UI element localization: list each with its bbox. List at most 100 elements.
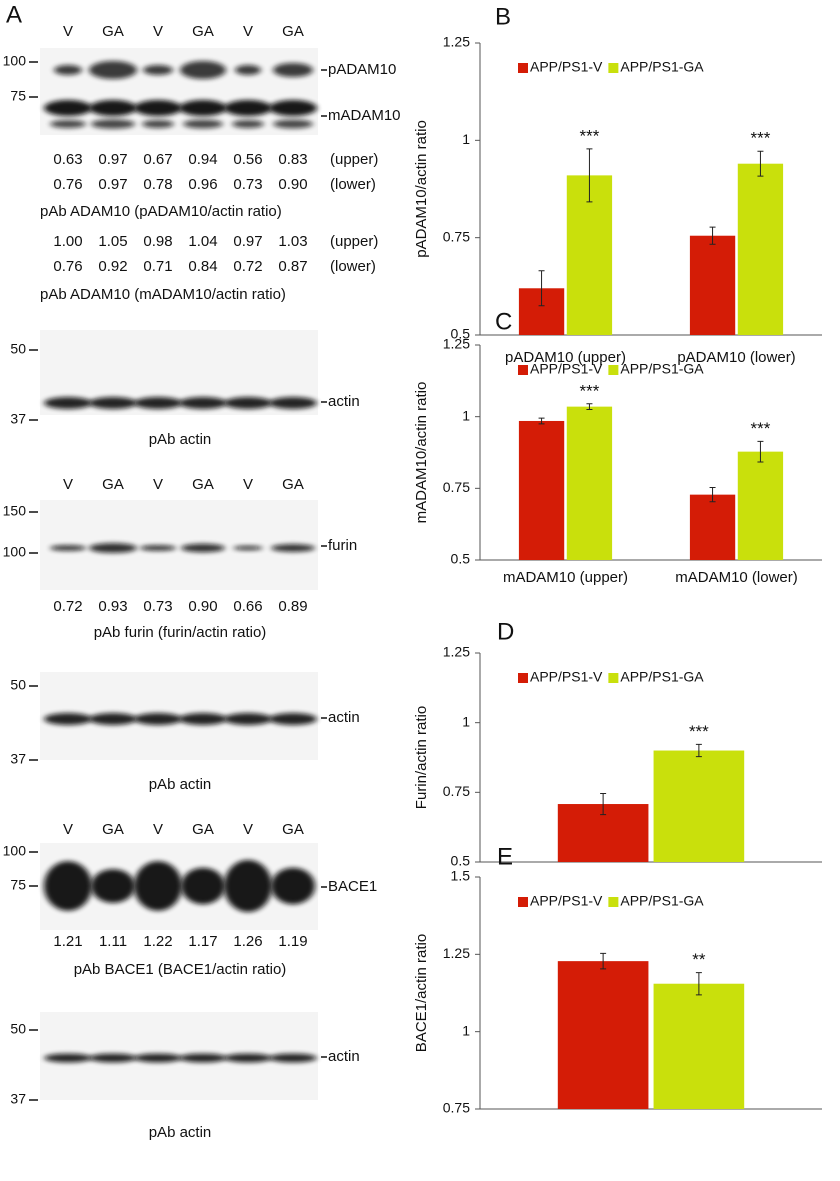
blot-band: [269, 397, 317, 409]
ratio-value: 0.97: [233, 233, 262, 250]
blot-band: [134, 100, 182, 116]
blot-band: [89, 713, 137, 725]
blot-band: [89, 397, 137, 409]
ratio-value: 1.22: [143, 933, 172, 950]
y-axis-title: Furin/actin ratio: [413, 706, 430, 809]
y-tick-label: 0.5: [451, 326, 471, 342]
blot-band: [89, 100, 137, 116]
bar: [518, 420, 565, 560]
bar: [557, 961, 649, 1109]
blot-band: [91, 119, 135, 129]
lane-label: V: [243, 23, 253, 40]
blot-band: [269, 1053, 317, 1063]
legend-label: APP/PS1-GA: [620, 361, 704, 377]
ratio-value: 0.90: [188, 598, 217, 615]
ratio-value: 0.89: [278, 598, 307, 615]
x-tick-label: pADAM10 (lower): [677, 349, 795, 366]
blot-band: [179, 100, 227, 116]
legend-swatch: [518, 63, 528, 73]
blot-band: [44, 713, 92, 725]
marker-label: 75: [10, 877, 26, 893]
y-tick-label: 0.75: [443, 228, 470, 244]
y-tick-label: 1.25: [443, 34, 470, 50]
lane-label: V: [63, 23, 73, 40]
error-bar: [709, 226, 716, 245]
ratio-value: 0.63: [53, 151, 82, 168]
ratio-value: 0.72: [53, 598, 82, 615]
panel-label: B: [495, 3, 511, 30]
x-tick-label: mADAM10 (lower): [675, 569, 798, 586]
blot-band: [44, 100, 92, 116]
ratio-value: 0.73: [143, 598, 172, 615]
ratio-value: 1.05: [98, 233, 127, 250]
legend-label: APP/PS1-V: [530, 669, 603, 685]
y-tick-label: 1: [462, 1022, 470, 1038]
blot-band: [273, 119, 313, 129]
error-bar: [695, 972, 702, 996]
marker-label: 37: [10, 1091, 26, 1107]
significance: ***: [580, 126, 600, 145]
blot-band: [89, 1053, 137, 1063]
lane-label: GA: [282, 23, 304, 40]
ratio-value: 0.71: [143, 258, 172, 275]
y-tick-label: 1: [462, 713, 470, 729]
blot-band: [44, 1053, 92, 1063]
blot-band: [142, 120, 174, 128]
lane-label: V: [63, 476, 73, 493]
y-tick-label: 0.5: [451, 853, 471, 869]
error-bar: [538, 417, 545, 425]
ratio-value: 0.94: [188, 151, 217, 168]
significance: **: [692, 950, 706, 969]
blot-band: [44, 397, 92, 409]
protein-label: BACE1: [328, 878, 377, 895]
y-tick-label: 1.25: [443, 336, 470, 352]
ratio-value: 1.19: [278, 933, 307, 950]
ratio-value: 1.11: [99, 933, 127, 950]
ratio-row-label: (lower): [330, 258, 376, 275]
lane-label: GA: [192, 821, 214, 838]
error-bar: [586, 148, 593, 203]
legend-label: APP/PS1-GA: [620, 59, 704, 75]
blot-band: [180, 61, 226, 79]
significance: ***: [751, 419, 771, 438]
y-axis-title: pADAM10/actin ratio: [413, 120, 430, 258]
ratio-value: 1.21: [53, 933, 82, 950]
significance: ***: [689, 722, 709, 741]
legend-label: APP/PS1-GA: [620, 893, 704, 909]
marker-label: 50: [10, 677, 26, 693]
blot-band: [89, 543, 137, 553]
ratio-value: 0.97: [98, 151, 127, 168]
marker-label: 37: [10, 411, 26, 427]
marker-label: 50: [10, 341, 26, 357]
panel-label: A: [6, 1, 22, 28]
marker-label: 50: [10, 1021, 26, 1037]
ratio-value: 0.90: [278, 176, 307, 193]
ratio-value: 0.92: [98, 258, 127, 275]
blot-band: [134, 861, 182, 911]
ratio-row-label: (upper): [330, 151, 378, 168]
y-tick-label: 1.5: [451, 868, 471, 884]
ratio-caption: pAb furin (furin/actin ratio): [94, 624, 267, 641]
legend-label: APP/PS1-V: [530, 361, 603, 377]
lane-label: GA: [192, 23, 214, 40]
ratio-value: 1.17: [188, 933, 217, 950]
blot-band: [181, 543, 225, 553]
error-bar: [538, 270, 545, 307]
y-tick-label: 1: [462, 131, 470, 147]
blot-background: [40, 48, 318, 135]
ratio-caption: pAb ADAM10 (pADAM10/actin ratio): [40, 203, 282, 220]
blot-band: [269, 713, 317, 725]
lane-label: V: [243, 476, 253, 493]
y-axis-title: mADAM10/actin ratio: [413, 382, 430, 524]
error-bar: [600, 952, 607, 970]
marker-label: 75: [10, 88, 26, 104]
legend-swatch: [608, 365, 619, 375]
error-bar: [600, 792, 607, 816]
ratio-value: 0.93: [98, 598, 127, 615]
blot-band: [179, 397, 227, 409]
legend-swatch: [608, 673, 619, 683]
blot-band: [224, 860, 272, 912]
protein-label: pADAM10: [328, 61, 396, 78]
panel-label: C: [495, 308, 512, 335]
